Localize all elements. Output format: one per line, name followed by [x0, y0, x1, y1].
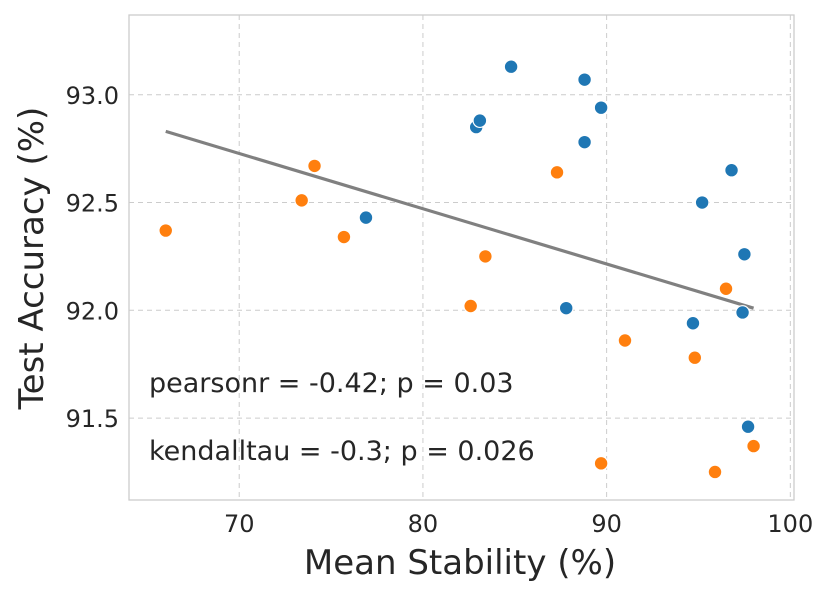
blue-data-point	[735, 305, 750, 320]
y-tick-label: 92.0	[66, 297, 119, 325]
x-tick-label: 70	[224, 510, 255, 538]
x-tick-label: 100	[767, 510, 813, 538]
pearson-annotation: pearsonr = -0.42; p = 0.03	[149, 368, 514, 399]
orange-data-point	[477, 249, 493, 264]
data-points	[158, 59, 761, 480]
orange-data-point	[549, 164, 565, 180]
orange-data-point	[617, 333, 633, 348]
blue-data-point	[740, 419, 756, 435]
x-axis-label: Mean Stability (%)	[304, 543, 616, 583]
y-tick-labels: 91.5 92.0 92.5 93.0	[66, 82, 119, 433]
blue-data-point	[358, 210, 374, 226]
blue-data-point	[685, 315, 701, 331]
blue-data-point	[694, 195, 710, 210]
regression-line	[165, 129, 755, 310]
blue-data-point	[577, 72, 592, 88]
y-tick-label: 92.5	[66, 190, 119, 218]
orange-data-point	[307, 158, 322, 174]
grid-lines	[129, 15, 794, 500]
blue-data-point	[503, 59, 519, 75]
orange-data-point	[463, 298, 479, 314]
plot-frame	[128, 14, 795, 501]
orange-data-point	[336, 229, 352, 245]
y-axis-label: Test Accuracy (%)	[12, 107, 52, 411]
orange-data-point	[687, 350, 703, 366]
blue-data-point	[737, 246, 752, 262]
blue-data-point	[558, 300, 574, 316]
orange-data-point	[746, 438, 761, 454]
blue-data-point	[577, 134, 592, 150]
orange-data-point	[158, 223, 174, 238]
kendall-annotation: kendalltau = -0.3; p = 0.026	[149, 436, 535, 467]
blue-data-point	[593, 100, 609, 116]
orange-data-point	[593, 455, 609, 471]
y-tick-label: 91.5	[66, 405, 119, 433]
orange-data-point	[294, 192, 310, 208]
y-tick-label: 93.0	[66, 82, 119, 110]
blue-data-point	[724, 162, 739, 178]
blue-data-point	[472, 113, 488, 129]
orange-data-point	[707, 464, 723, 480]
orange-data-point	[718, 281, 734, 297]
x-tick-label: 90	[591, 510, 622, 538]
x-tick-labels: 70 80 90 100	[224, 510, 813, 538]
x-tick-label: 80	[408, 510, 439, 538]
